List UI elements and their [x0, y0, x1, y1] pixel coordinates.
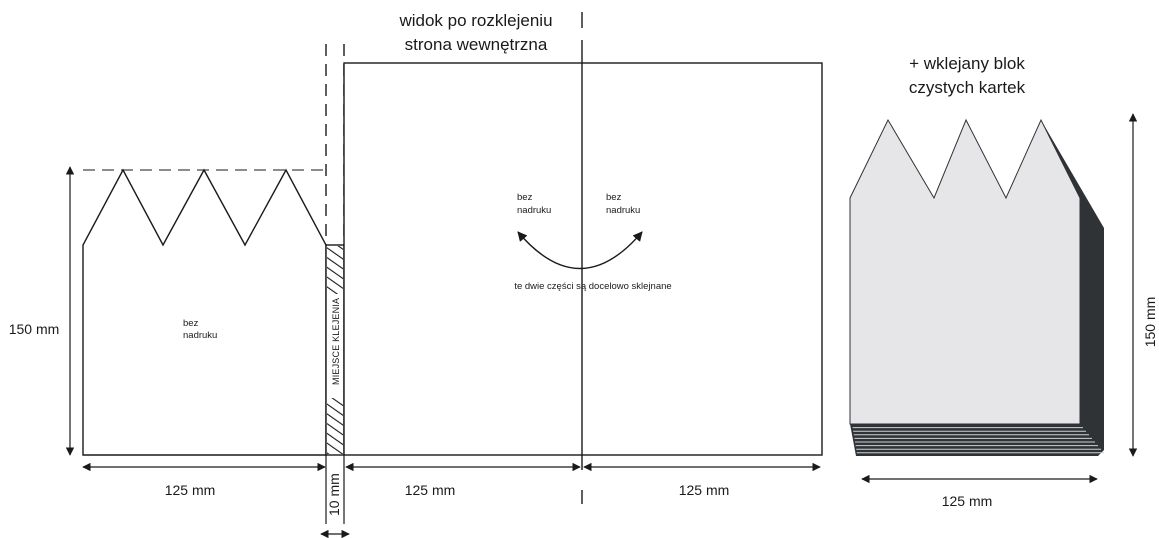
fold-arrow-curve — [517, 231, 643, 270]
inner-left-no-print-line2: nadruku — [517, 205, 551, 216]
unfolded-title-line2: strona wewnętrzna — [405, 35, 548, 54]
inner-left-no-print-line1: bez — [517, 192, 533, 203]
inner-right-width-label: 125 mm — [679, 482, 730, 498]
left-cover-panel — [82, 168, 327, 456]
block-top-sheet — [849, 118, 1081, 425]
glued-parts-label: te dwie części są docelowo sklejnane — [514, 281, 671, 292]
left-height-label: 150 mm — [9, 321, 60, 337]
paper-block-illustration — [849, 118, 1104, 456]
block-title-line2: czystych kartek — [909, 78, 1026, 97]
unfolded-title-line1: widok po rozklejeniu — [398, 11, 552, 30]
inner-left-width-label: 125 mm — [405, 482, 456, 498]
inner-right-no-print-line2: nadruku — [606, 205, 640, 216]
inner-page-panel — [343, 62, 823, 456]
block-width-label: 125 mm — [942, 493, 993, 509]
left-no-print-line2: nadruku — [183, 330, 217, 341]
glue-strip — [325, 244, 345, 456]
block-height-label: 150 mm — [1142, 297, 1158, 348]
glue-strip-label: MIEJSCE KLEJENIA — [331, 298, 341, 385]
left-no-print-line1: bez — [183, 318, 199, 329]
inner-right-no-print-line1: bez — [606, 192, 622, 203]
sheet-edges — [852, 427, 1104, 454]
left-width-label: 125 mm — [165, 482, 216, 498]
glue-width-label: 10 mm — [326, 473, 342, 516]
block-title-line1: + wklejany blok — [909, 54, 1025, 73]
